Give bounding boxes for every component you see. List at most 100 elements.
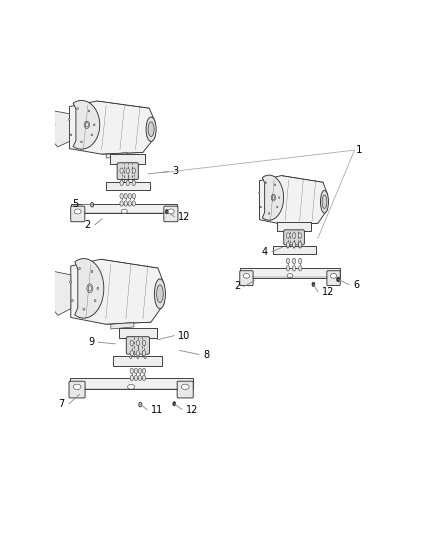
Ellipse shape bbox=[144, 356, 146, 359]
Text: 3: 3 bbox=[173, 166, 179, 176]
Text: 2: 2 bbox=[234, 281, 240, 292]
Polygon shape bbox=[106, 152, 127, 158]
Ellipse shape bbox=[130, 375, 134, 381]
Ellipse shape bbox=[97, 287, 99, 289]
Ellipse shape bbox=[292, 259, 296, 264]
Ellipse shape bbox=[298, 242, 302, 247]
Ellipse shape bbox=[157, 285, 163, 303]
Ellipse shape bbox=[258, 192, 260, 193]
Ellipse shape bbox=[132, 180, 135, 185]
Ellipse shape bbox=[132, 193, 135, 199]
FancyBboxPatch shape bbox=[177, 381, 193, 398]
Polygon shape bbox=[49, 111, 70, 147]
Ellipse shape bbox=[71, 300, 74, 302]
Ellipse shape bbox=[260, 206, 261, 208]
Ellipse shape bbox=[120, 180, 124, 185]
Ellipse shape bbox=[330, 273, 337, 278]
FancyBboxPatch shape bbox=[240, 271, 253, 286]
Ellipse shape bbox=[298, 233, 302, 238]
FancyBboxPatch shape bbox=[71, 204, 177, 213]
Ellipse shape bbox=[136, 351, 140, 356]
Polygon shape bbox=[262, 175, 283, 220]
Ellipse shape bbox=[146, 117, 156, 141]
Ellipse shape bbox=[91, 134, 92, 136]
Text: 1: 1 bbox=[356, 145, 363, 155]
Ellipse shape bbox=[120, 168, 124, 173]
FancyBboxPatch shape bbox=[69, 381, 85, 398]
Ellipse shape bbox=[126, 168, 130, 173]
Ellipse shape bbox=[142, 351, 146, 356]
Ellipse shape bbox=[124, 193, 127, 199]
Ellipse shape bbox=[244, 273, 250, 278]
FancyBboxPatch shape bbox=[106, 182, 150, 190]
FancyBboxPatch shape bbox=[71, 206, 85, 222]
Text: 6: 6 bbox=[353, 280, 359, 290]
Ellipse shape bbox=[293, 246, 295, 248]
Ellipse shape bbox=[120, 201, 124, 206]
Ellipse shape bbox=[148, 122, 154, 136]
FancyBboxPatch shape bbox=[240, 268, 339, 278]
Ellipse shape bbox=[132, 201, 135, 206]
Ellipse shape bbox=[74, 209, 81, 214]
Ellipse shape bbox=[130, 368, 134, 374]
Text: 11: 11 bbox=[151, 405, 163, 415]
Text: 12: 12 bbox=[186, 405, 198, 415]
Ellipse shape bbox=[133, 181, 135, 184]
Ellipse shape bbox=[155, 279, 166, 309]
Ellipse shape bbox=[132, 168, 135, 173]
Ellipse shape bbox=[81, 141, 82, 143]
Ellipse shape bbox=[134, 375, 138, 381]
Ellipse shape bbox=[337, 277, 340, 281]
Ellipse shape bbox=[142, 341, 146, 346]
Ellipse shape bbox=[128, 201, 131, 206]
Ellipse shape bbox=[91, 203, 94, 207]
Polygon shape bbox=[111, 322, 134, 329]
Ellipse shape bbox=[127, 181, 129, 184]
Polygon shape bbox=[70, 101, 155, 154]
Ellipse shape bbox=[279, 197, 280, 199]
FancyBboxPatch shape bbox=[70, 378, 193, 389]
Ellipse shape bbox=[286, 242, 290, 247]
Ellipse shape bbox=[130, 356, 132, 359]
Ellipse shape bbox=[73, 384, 81, 390]
Ellipse shape bbox=[130, 351, 134, 356]
Text: 10: 10 bbox=[178, 330, 191, 341]
Ellipse shape bbox=[322, 195, 327, 208]
Ellipse shape bbox=[126, 180, 130, 185]
Text: 4: 4 bbox=[262, 247, 268, 256]
Polygon shape bbox=[71, 259, 164, 324]
Polygon shape bbox=[73, 100, 100, 149]
Ellipse shape bbox=[47, 282, 55, 294]
Ellipse shape bbox=[137, 356, 139, 359]
Text: 7: 7 bbox=[59, 399, 65, 409]
FancyBboxPatch shape bbox=[113, 357, 162, 366]
Ellipse shape bbox=[312, 282, 315, 286]
Ellipse shape bbox=[142, 375, 146, 381]
Ellipse shape bbox=[166, 209, 168, 214]
Ellipse shape bbox=[128, 193, 131, 199]
Ellipse shape bbox=[277, 206, 278, 208]
Ellipse shape bbox=[274, 184, 276, 186]
Text: 8: 8 bbox=[203, 350, 209, 360]
Ellipse shape bbox=[83, 308, 85, 310]
Ellipse shape bbox=[292, 242, 296, 247]
Ellipse shape bbox=[173, 402, 176, 406]
Ellipse shape bbox=[120, 193, 124, 199]
Ellipse shape bbox=[139, 402, 142, 407]
Ellipse shape bbox=[286, 265, 290, 271]
Ellipse shape bbox=[70, 281, 71, 283]
Ellipse shape bbox=[134, 368, 138, 374]
Ellipse shape bbox=[88, 110, 90, 112]
Ellipse shape bbox=[298, 265, 302, 271]
FancyBboxPatch shape bbox=[119, 328, 157, 338]
Ellipse shape bbox=[47, 120, 55, 130]
Ellipse shape bbox=[168, 209, 174, 214]
Ellipse shape bbox=[138, 375, 141, 381]
Ellipse shape bbox=[292, 265, 296, 271]
Text: 2: 2 bbox=[85, 220, 91, 230]
FancyBboxPatch shape bbox=[272, 246, 315, 254]
Ellipse shape bbox=[121, 209, 127, 214]
Ellipse shape bbox=[127, 384, 134, 389]
Ellipse shape bbox=[120, 181, 122, 184]
Polygon shape bbox=[48, 271, 71, 316]
